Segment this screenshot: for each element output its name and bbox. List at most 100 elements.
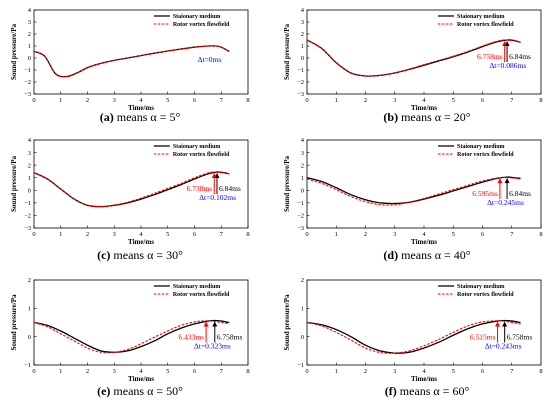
- y-tick-label: 1: [28, 43, 31, 50]
- x-tick-label: 6: [481, 231, 485, 238]
- caption-label: (f): [385, 384, 397, 398]
- x-tick-label: 8: [539, 97, 542, 104]
- legend-label-stationary: Staionary medium: [457, 284, 505, 290]
- x-tick-label: 2: [86, 368, 89, 375]
- x-tick-label: 5: [166, 97, 169, 104]
- x-axis-title: Time/ms: [128, 375, 154, 383]
- caption-text: means α = 30°: [113, 248, 183, 262]
- delta-time-label: Δt=0ms: [198, 55, 222, 64]
- y-axis-title: Sound pressure/Pa: [283, 24, 291, 80]
- y-tick-label: 4: [28, 137, 32, 144]
- y-tick-label: −3: [297, 91, 304, 98]
- x-tick-label: 4: [139, 368, 143, 375]
- panel-caption: (f) means α = 60°: [385, 384, 470, 398]
- y-tick-label: 2: [28, 162, 31, 169]
- x-tick-label: 7: [510, 97, 514, 104]
- y-tick-label: 3: [301, 19, 304, 26]
- y-tick-label: 0: [301, 187, 304, 194]
- x-tick-label: 6: [193, 97, 197, 104]
- x-tick-label: 2: [86, 231, 89, 238]
- legend-label-stationary: Staionary medium: [457, 144, 505, 150]
- y-tick-label: 0: [28, 334, 31, 341]
- y-axis-title: Sound pressure/Pa: [283, 294, 291, 350]
- y-axis-title: Sound pressure/Pa: [10, 294, 18, 350]
- delta-time-label: Δt=0.102ms: [199, 193, 236, 202]
- y-tick-label: −2: [24, 213, 31, 220]
- caption-label: (d): [383, 248, 398, 262]
- red-time-label: 6.738ms: [187, 184, 213, 193]
- y-tick-label: 1: [301, 43, 304, 50]
- y-tick-label: −3: [24, 91, 31, 98]
- x-tick-label: 7: [510, 368, 514, 375]
- x-tick-label: 5: [452, 368, 455, 375]
- y-tick-label: 4: [28, 7, 32, 14]
- red-time-label: 6.758ms: [477, 52, 503, 61]
- delta-time-label: Δt=0.245ms: [487, 198, 524, 207]
- y-tick-label: −1: [24, 362, 31, 369]
- legend-label-rotor: Rotor vortex flowfield: [457, 292, 514, 298]
- red-arrow-head: [203, 321, 209, 327]
- caption-label: (a): [100, 110, 114, 124]
- y-tick-label: 1: [28, 306, 31, 313]
- y-tick-label: −1: [24, 200, 31, 207]
- black-time-label: 6.84ms: [219, 184, 241, 193]
- black-arrow-head: [502, 321, 508, 327]
- x-tick-label: 8: [246, 231, 249, 238]
- x-tick-label: 3: [113, 97, 116, 104]
- series-line-rotor: [33, 320, 230, 354]
- x-tick-label: 0: [305, 368, 308, 375]
- x-tick-label: 4: [422, 368, 426, 375]
- y-tick-label: 4: [301, 7, 305, 14]
- x-tick-label: 6: [193, 231, 197, 238]
- caption-text: means α = 20°: [401, 110, 471, 124]
- y-tick-label: 0: [301, 55, 304, 62]
- red-time-label: 6.433ms: [178, 333, 204, 342]
- x-tick-label: 7: [510, 231, 514, 238]
- y-tick-label: 1: [301, 306, 304, 313]
- y-tick-label: −2: [24, 79, 31, 86]
- y-tick-label: 1: [28, 175, 31, 182]
- x-axis-title: Time/ms: [128, 238, 154, 246]
- x-tick-label: 7: [220, 231, 224, 238]
- panel-caption: (e) means α = 50°: [97, 384, 183, 398]
- x-tick-label: 8: [539, 231, 542, 238]
- legend-label-rotor: Rotor vortex flowfield: [173, 22, 230, 28]
- caption-label: (c): [97, 248, 110, 262]
- black-arrow-head: [504, 41, 510, 46]
- x-tick-label: 0: [32, 368, 35, 375]
- x-axis-title: Time/ms: [411, 375, 437, 383]
- x-tick-label: 3: [113, 368, 116, 375]
- black-time-label: 6.758ms: [507, 333, 533, 342]
- x-tick-label: 8: [539, 368, 542, 375]
- caption-text: means α = 40°: [401, 248, 471, 262]
- y-tick-label: 2: [28, 31, 31, 38]
- delta-time-label: Δt=0.243ms: [485, 342, 522, 351]
- x-tick-label: 4: [139, 231, 143, 238]
- legend-label-rotor: Rotor vortex flowfield: [173, 292, 230, 298]
- black-time-label: 6.84ms: [509, 189, 531, 198]
- y-tick-label: 2: [301, 31, 304, 38]
- y-tick-label: 2: [28, 277, 31, 284]
- x-tick-label: 6: [481, 368, 485, 375]
- x-tick-label: 5: [452, 97, 455, 104]
- legend-label-rotor: Rotor vortex flowfield: [457, 152, 514, 158]
- x-tick-label: 3: [393, 97, 396, 104]
- y-tick-label: −3: [24, 225, 31, 232]
- y-tick-label: −2: [297, 79, 304, 86]
- caption-label: (b): [383, 110, 398, 124]
- y-tick-label: 4: [301, 137, 305, 144]
- legend-label-stationary: Staionary medium: [173, 284, 221, 290]
- caption-text: means α = 50°: [113, 384, 183, 398]
- y-tick-label: −1: [24, 67, 31, 74]
- x-tick-label: 7: [220, 97, 224, 104]
- x-tick-label: 8: [246, 368, 249, 375]
- y-tick-label: 2: [301, 277, 304, 284]
- y-axis-title: Sound pressure/Pa: [283, 156, 291, 212]
- y-tick-label: 3: [28, 19, 31, 26]
- black-time-label: 6.758ms: [217, 333, 243, 342]
- x-tick-label: 4: [422, 231, 426, 238]
